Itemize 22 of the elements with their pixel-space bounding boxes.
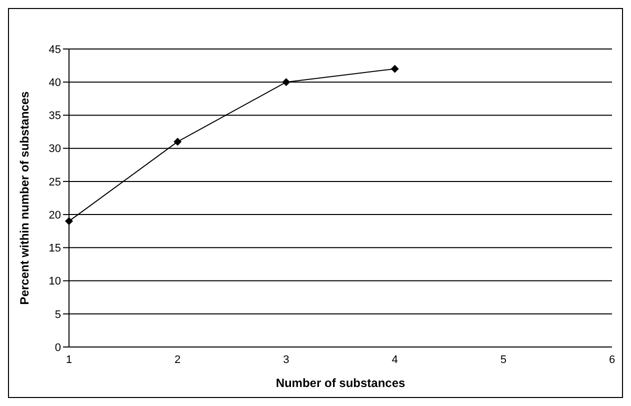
y-tick-label: 25 (48, 176, 61, 188)
x-tick-label: 3 (283, 354, 290, 366)
x-axis-title: Number of substances (276, 376, 406, 390)
y-tick-label: 20 (48, 209, 61, 222)
y-tick-label: 40 (48, 77, 61, 90)
x-tick-label: 6 (608, 354, 616, 366)
x-tick-label: 4 (392, 354, 398, 366)
x-tick-label: 5 (500, 354, 506, 366)
point (65, 217, 73, 226)
y-axis-title: Percent within number of substances (17, 90, 32, 305)
y-tick-label: 35 (48, 110, 61, 122)
point (282, 78, 290, 86)
y-tick-label: 45 (48, 44, 61, 56)
x-tick-label: 1 (66, 354, 72, 366)
point (390, 64, 399, 73)
y-tick-label: 5 (54, 308, 61, 321)
y-tick-label: 30 (48, 143, 61, 156)
x-tick-label: 2 (174, 354, 181, 366)
y-tick-label: 15 (48, 242, 61, 255)
y-tick-label: 0 (54, 342, 61, 354)
y-tick-label: 10 (48, 276, 61, 288)
point (174, 138, 182, 146)
